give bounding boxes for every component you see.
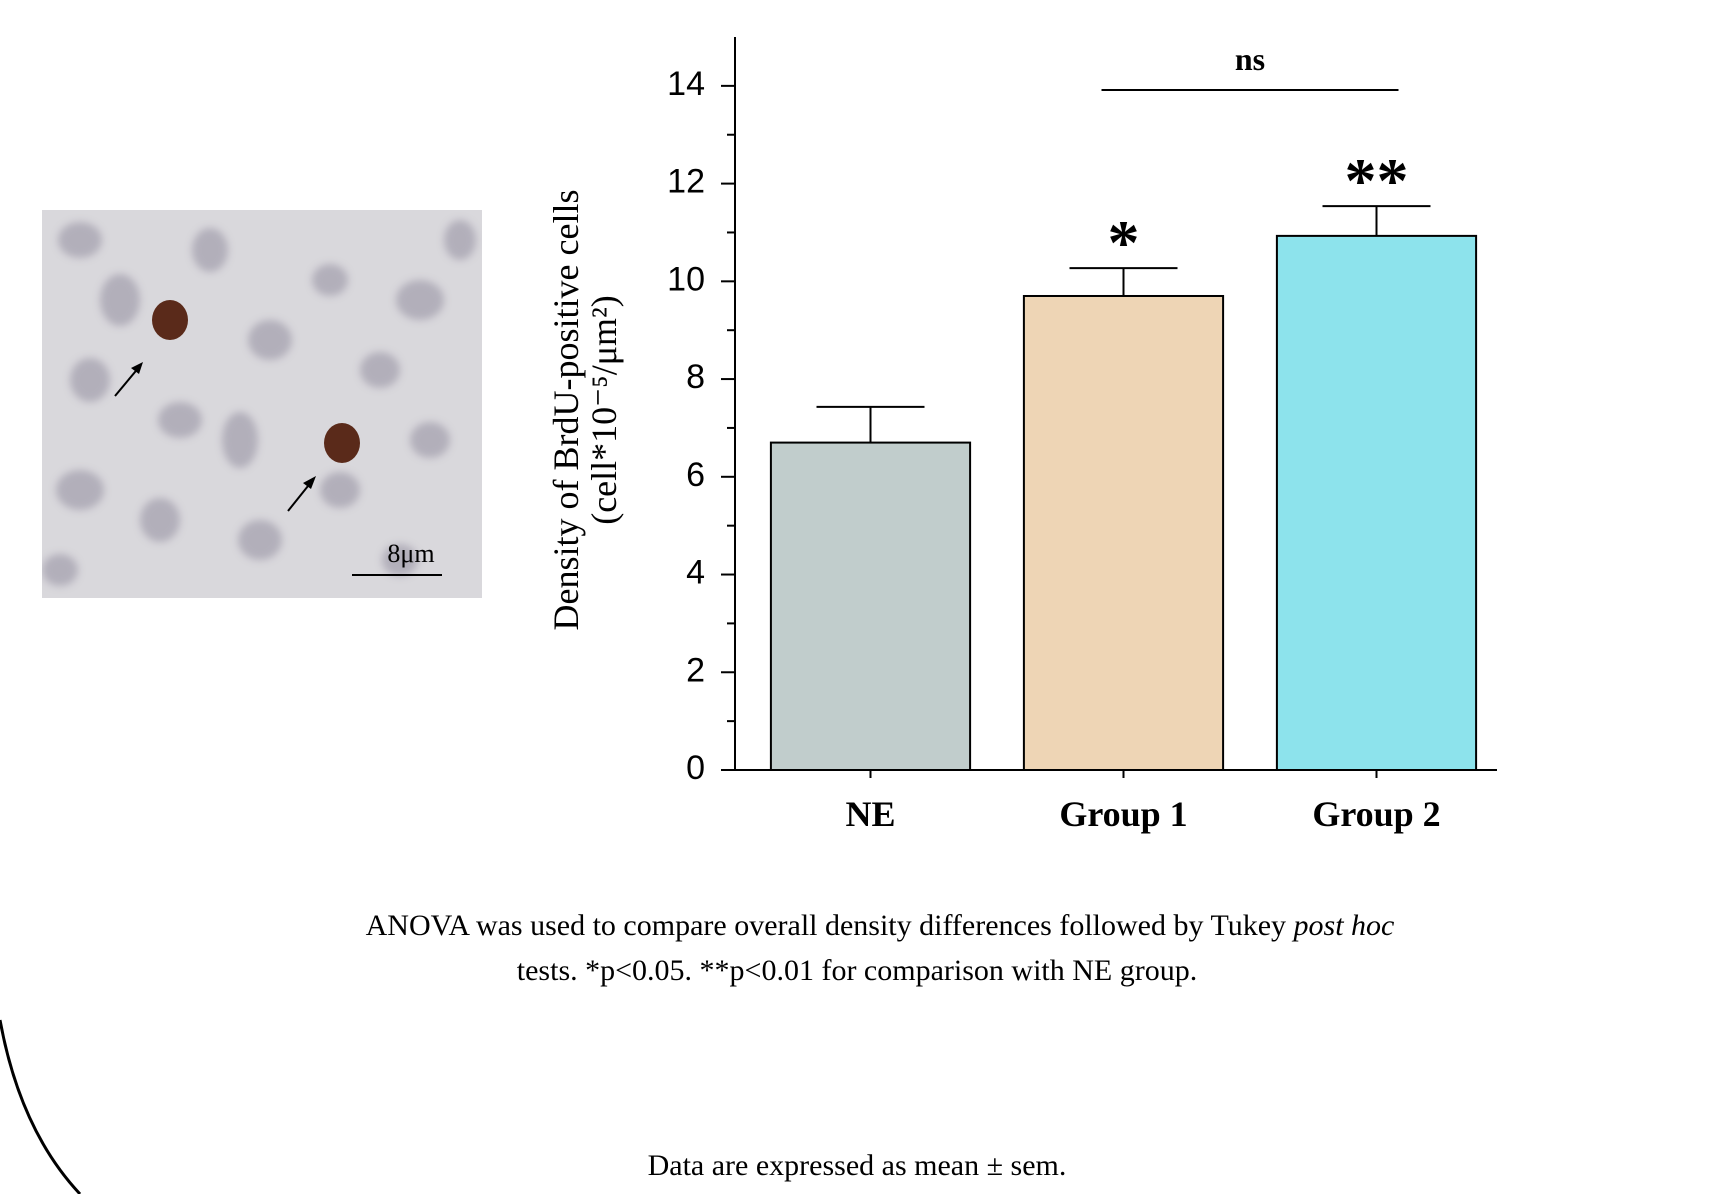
caption-line: ANOVA was used to compare overall densit… (366, 909, 1395, 942)
y-axis-label: Density of BrdU-positive cells(cell*10⁻⁵… (546, 190, 624, 631)
stained-cell (324, 423, 360, 463)
page: 8μm 0 2 4 6 8 10 12 14 Density of BrdU-positive … (0, 0, 1714, 1194)
chart: 8μm 0 2 4 6 8 10 12 14 Density of BrdU-positive … (0, 0, 1714, 1194)
caption-note: Data are expressed as mean ± sem. (648, 1149, 1067, 1182)
y-axis-label-line: (cell*10⁻⁵/μm²) (584, 295, 624, 525)
scale-label: 8μm (387, 539, 434, 568)
y-tick-label: 8 (686, 358, 705, 396)
x-tick-label: Group 1 (1059, 794, 1187, 834)
y-tick-label: 6 (686, 456, 705, 494)
significance-label: ** (1345, 145, 1409, 216)
y-tick-label: 12 (667, 163, 705, 201)
caption-line: tests. *p<0.05. **p<0.01 for comparison … (517, 954, 1197, 987)
bar (1277, 236, 1476, 770)
caption-text: ANOVA was used to compare overall densit… (366, 909, 1294, 942)
y-tick-label: 2 (686, 651, 705, 689)
micrograph: 8μm (42, 210, 482, 598)
stained-cell (152, 300, 188, 340)
y-tick-label: 0 (686, 749, 705, 787)
comparison-label: ns (1235, 41, 1265, 77)
x-tick-label: Group 2 (1312, 794, 1440, 834)
y-tick-label: 14 (667, 65, 705, 103)
caption-italic: post hoc (1292, 909, 1395, 942)
y-axis-label-line: Density of BrdU-positive cells (546, 190, 586, 631)
x-tick-label: NE (845, 794, 895, 834)
bar (771, 443, 970, 770)
bar (1024, 296, 1223, 770)
significance-label: * (1108, 207, 1140, 278)
decoration-arc (0, 1020, 80, 1194)
y-tick-label: 4 (686, 554, 705, 592)
y-tick-label: 10 (667, 260, 705, 298)
